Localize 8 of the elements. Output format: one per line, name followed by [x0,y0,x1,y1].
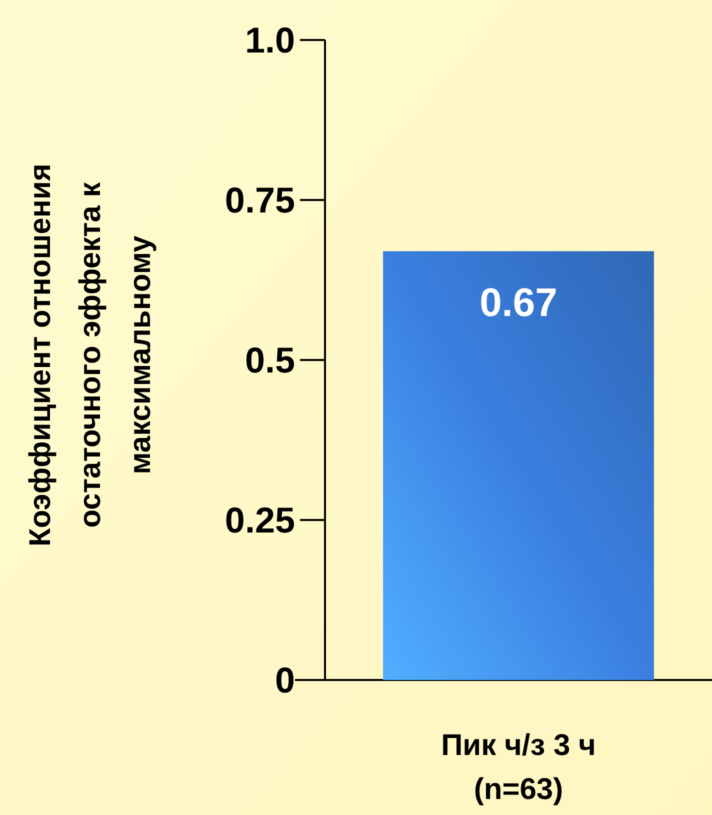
y-tick-label: 1.0 [244,20,295,61]
x-tick-label: Пик ч/з 3 ч (n=63) [441,729,596,806]
y-tick-label: 0 [274,660,295,701]
y-tick-label: 0.5 [244,340,295,381]
data-label: 0.67 [480,281,558,326]
y-tick-label: 0.75 [224,180,295,221]
y-tick-label: 0.25 [224,500,295,541]
y-axis-title: Коэффициент отношения остаточного эффекта к максимальному [24,164,157,546]
